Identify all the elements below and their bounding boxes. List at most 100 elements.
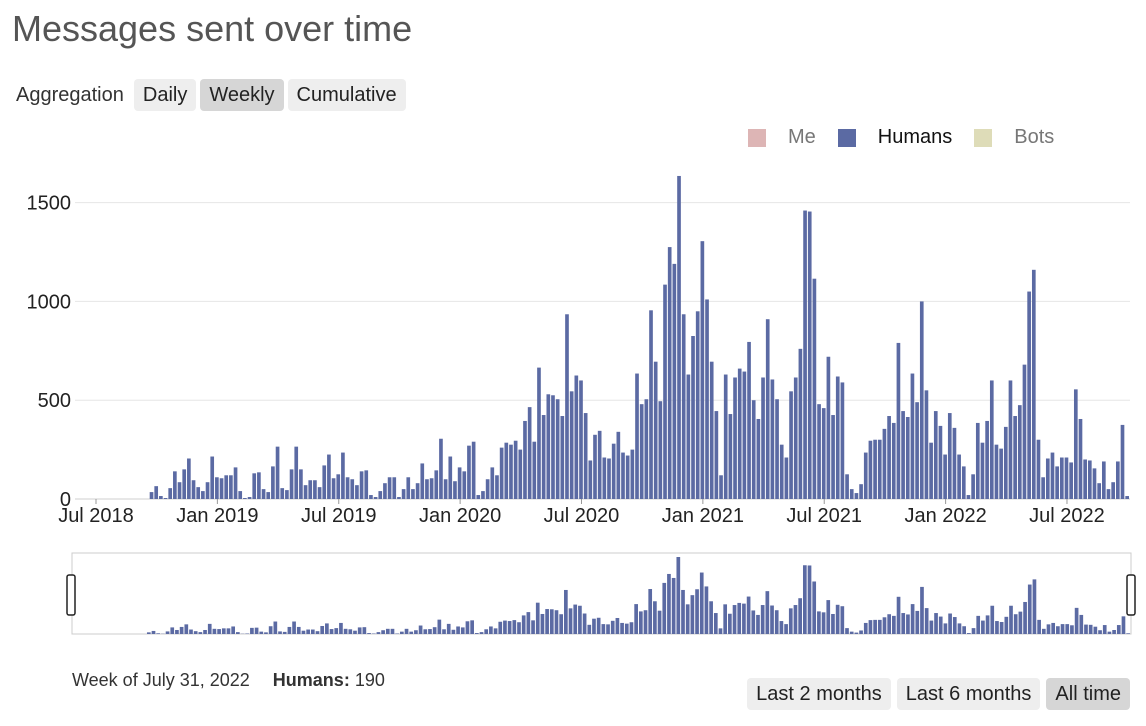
bar[interactable] [775, 399, 779, 499]
bar[interactable] [481, 491, 485, 499]
bar[interactable] [1050, 452, 1055, 499]
bar[interactable] [709, 361, 714, 499]
bar[interactable] [1027, 291, 1031, 499]
bar[interactable] [966, 495, 971, 499]
bar[interactable] [149, 492, 154, 499]
bar[interactable] [457, 467, 462, 499]
bar[interactable] [191, 480, 196, 499]
bar[interactable] [700, 241, 705, 499]
legend-item-me[interactable]: Me [748, 126, 816, 149]
bar[interactable] [364, 470, 369, 499]
bar[interactable] [387, 477, 392, 499]
bar[interactable] [261, 489, 266, 499]
bar[interactable] [714, 411, 719, 499]
legend-item-bots[interactable]: Bots [974, 126, 1054, 149]
bar[interactable] [294, 446, 299, 499]
bar[interactable] [275, 446, 280, 499]
bar[interactable] [285, 490, 289, 499]
bar[interactable] [327, 454, 331, 499]
bar[interactable] [658, 401, 663, 499]
bar[interactable] [513, 440, 518, 499]
navigator-handle-right[interactable] [1126, 574, 1136, 616]
bar[interactable] [565, 314, 569, 499]
bar[interactable] [1111, 482, 1115, 499]
bar[interactable] [173, 471, 177, 499]
bar[interactable] [695, 311, 700, 499]
bar[interactable] [975, 422, 980, 499]
bar[interactable] [719, 475, 723, 499]
bar[interactable] [765, 319, 770, 499]
bar[interactable] [1106, 489, 1111, 499]
bar[interactable] [471, 441, 476, 499]
bar[interactable] [663, 284, 667, 499]
bar[interactable] [910, 373, 915, 499]
daily-button[interactable]: Daily [133, 79, 197, 111]
bar[interactable] [616, 431, 621, 499]
bar[interactable] [644, 399, 649, 499]
bar[interactable] [523, 420, 527, 499]
bar[interactable] [163, 498, 168, 499]
bar[interactable] [999, 448, 1003, 499]
bar[interactable] [887, 416, 891, 499]
bar[interactable] [238, 491, 243, 499]
bar[interactable] [868, 440, 873, 499]
bar[interactable] [1083, 459, 1087, 499]
bar[interactable] [1055, 466, 1059, 499]
bar[interactable] [154, 486, 159, 499]
bar[interactable] [317, 487, 322, 499]
last-6-months-button[interactable]: Last 6 months [896, 678, 1041, 710]
bar[interactable] [205, 482, 210, 499]
bar[interactable] [1059, 457, 1064, 499]
bar[interactable] [943, 454, 947, 499]
bar[interactable] [168, 488, 173, 499]
bar[interactable] [742, 371, 747, 499]
bar[interactable] [1013, 416, 1017, 499]
bar[interactable] [929, 442, 933, 499]
bar[interactable] [439, 438, 443, 499]
bar[interactable] [854, 493, 859, 499]
bar[interactable] [397, 497, 401, 499]
bar[interactable] [1045, 458, 1050, 499]
bar[interactable] [453, 481, 457, 499]
bar[interactable] [625, 455, 630, 499]
bar[interactable] [1097, 483, 1101, 499]
bar[interactable] [373, 497, 378, 499]
bar[interactable] [280, 488, 285, 499]
bar[interactable] [350, 479, 355, 499]
bar[interactable] [807, 211, 812, 499]
bar[interactable] [355, 485, 359, 499]
bar[interactable] [229, 475, 233, 499]
bar[interactable] [257, 472, 261, 499]
bar[interactable] [1073, 389, 1078, 499]
bar[interactable] [569, 391, 574, 499]
bar[interactable] [252, 473, 257, 499]
bar[interactable] [597, 430, 602, 499]
bar[interactable] [1041, 477, 1045, 499]
bar[interactable] [1031, 269, 1036, 499]
bar[interactable] [915, 402, 919, 499]
bar[interactable] [247, 497, 252, 499]
bar[interactable] [443, 479, 448, 499]
range-navigator[interactable] [66, 552, 1136, 635]
bar[interactable] [518, 449, 523, 499]
bar[interactable] [1022, 364, 1027, 499]
bar[interactable] [681, 314, 686, 499]
bar[interactable] [667, 247, 672, 499]
bar[interactable] [649, 310, 653, 499]
bar[interactable] [485, 479, 490, 499]
bar[interactable] [891, 422, 896, 499]
bar[interactable] [971, 474, 975, 499]
bar[interactable] [415, 483, 420, 499]
bar[interactable] [583, 413, 588, 499]
bar[interactable] [901, 411, 905, 499]
bar[interactable] [411, 489, 415, 499]
bar[interactable] [233, 467, 238, 499]
bar[interactable] [747, 341, 751, 499]
bar[interactable] [1036, 439, 1041, 499]
bar[interactable] [378, 491, 383, 499]
bar[interactable] [336, 474, 341, 499]
bar[interactable] [551, 395, 555, 499]
bar-series-humans[interactable] [149, 175, 1129, 500]
bar[interactable] [737, 368, 742, 499]
bar[interactable] [313, 480, 317, 499]
